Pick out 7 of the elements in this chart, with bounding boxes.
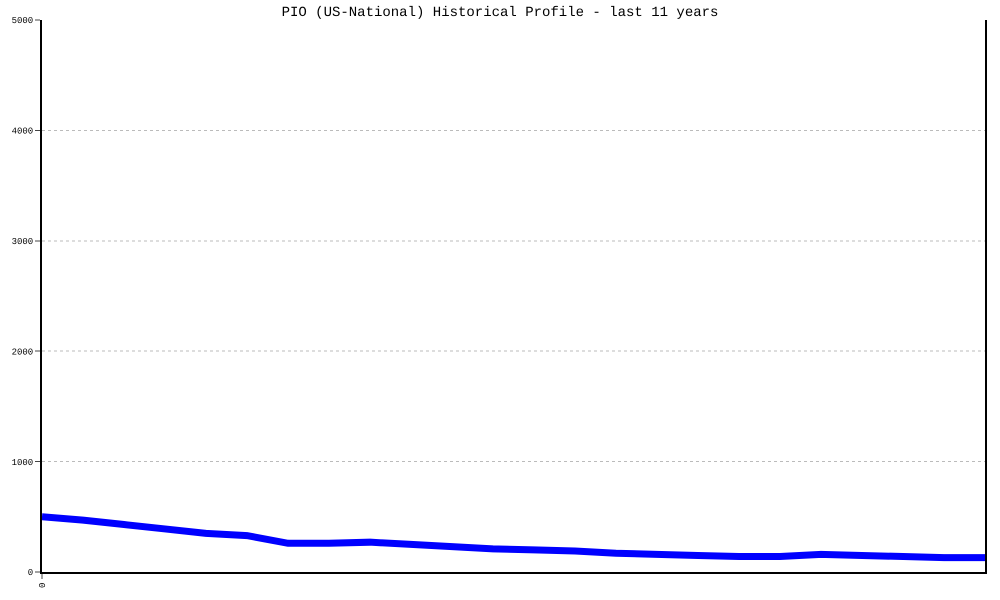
y-tick-label: 5000 — [12, 16, 34, 26]
y-tick-label: 3000 — [12, 236, 34, 247]
y-tick-label: 4000 — [12, 126, 34, 137]
chart-title: PIO (US-National) Historical Profile - last 11 years — [282, 4, 718, 21]
y-tick-label: 2000 — [12, 347, 34, 358]
y-tick-label: 0 — [28, 568, 34, 578]
y-tick-label: 1000 — [12, 458, 34, 468]
